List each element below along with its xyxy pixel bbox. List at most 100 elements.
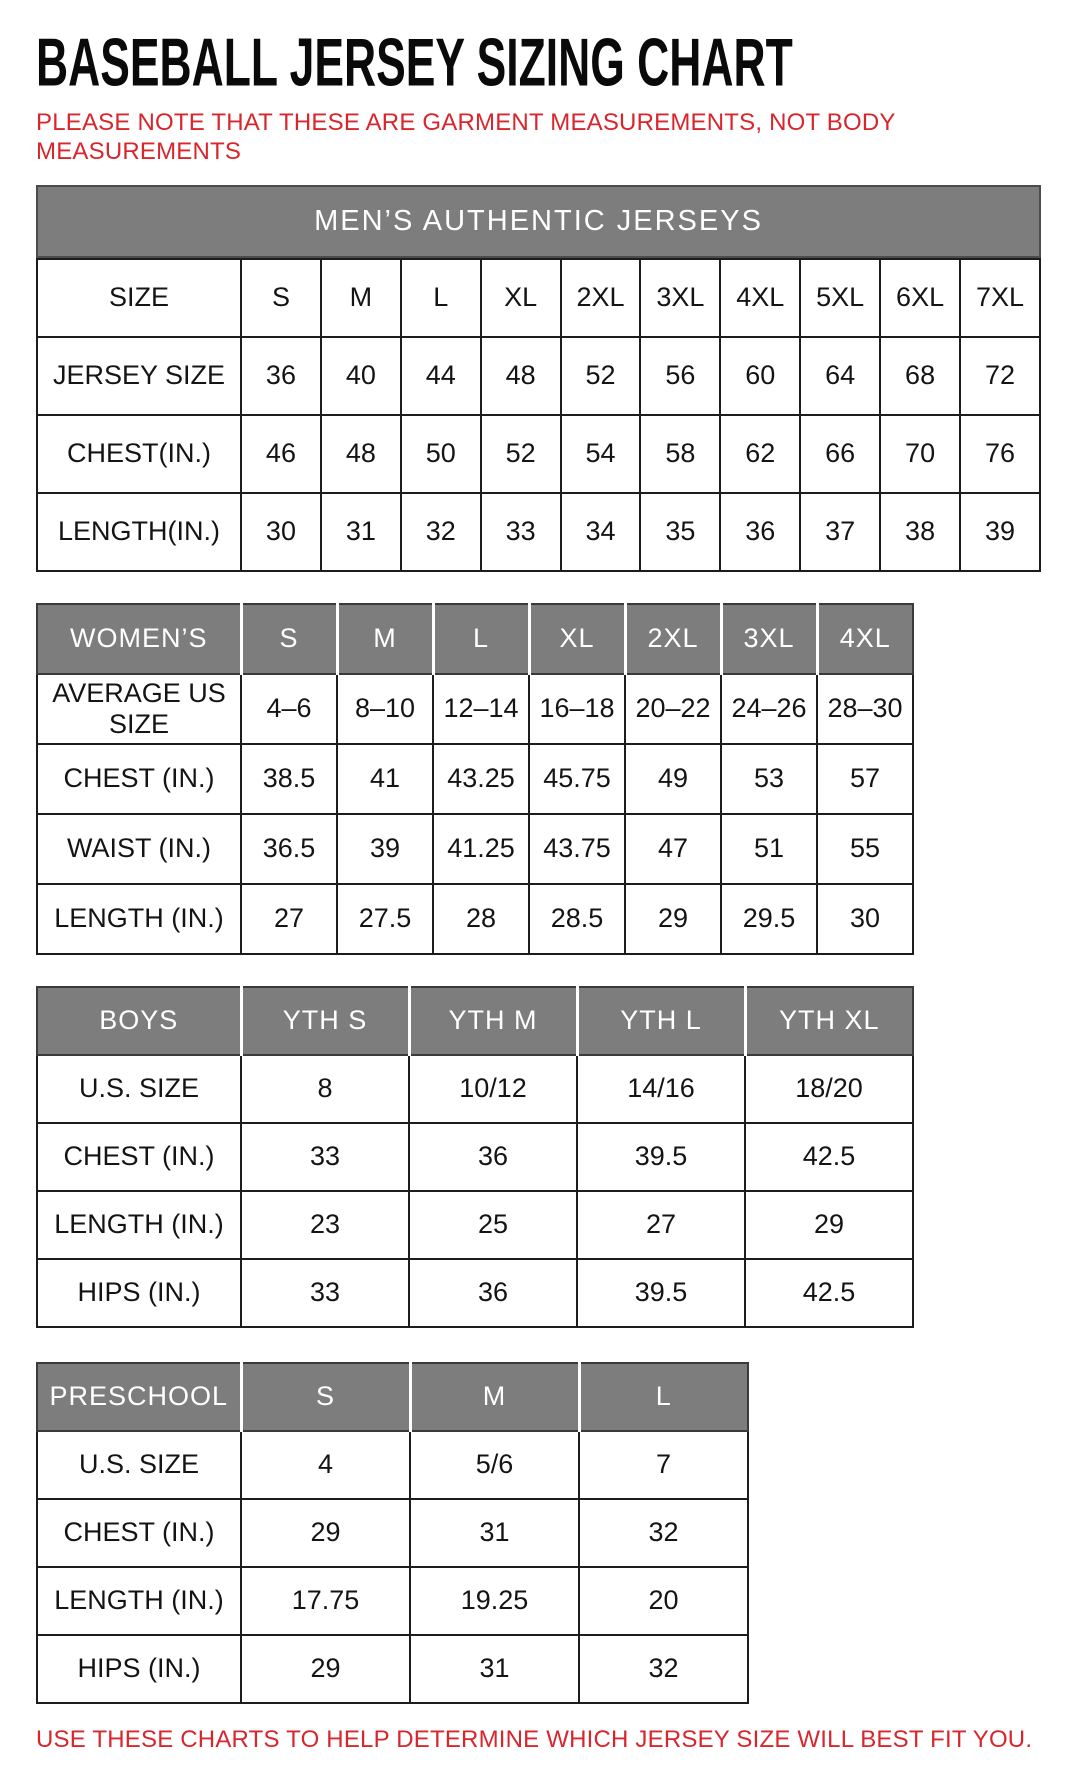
column-header: 2XL <box>559 257 642 338</box>
table-cell: 27.5 <box>336 882 434 955</box>
table-row: CHEST(IN.) 46 48 50 52 54 58 62 66 70 76 <box>36 413 1041 494</box>
column-header: YTH S <box>239 985 411 1056</box>
table-cell: 36 <box>240 335 322 416</box>
table-cell: 33 <box>479 491 562 572</box>
table-cell: 12–14 <box>432 672 530 745</box>
row-label: HIPS (IN.) <box>36 1257 242 1328</box>
table-cell: 30 <box>240 491 322 572</box>
table-cell: 27 <box>240 882 338 955</box>
row-label: HIPS (IN.) <box>36 1633 242 1704</box>
footer-note: USE THESE CHARTS TO HELP DETERMINE WHICH… <box>36 1725 1033 1753</box>
column-header: 4XL <box>719 257 802 338</box>
table-title-cell: PRESCHOOL <box>36 1361 243 1432</box>
table-cell: 29 <box>624 882 722 955</box>
table-title-cell: SIZE <box>36 257 242 338</box>
table-cell: 42.5 <box>744 1121 914 1192</box>
table-cell: 36.5 <box>240 812 338 885</box>
page-title: BASEBALL JERSEY SIZING CHART <box>36 25 793 101</box>
row-label: LENGTH (IN.) <box>36 1565 242 1636</box>
table-cell: 37 <box>799 491 882 572</box>
table-cell: 68 <box>879 335 962 416</box>
row-label: CHEST(IN.) <box>36 413 242 494</box>
table-cell: 55 <box>816 812 914 885</box>
table-cell: 49 <box>624 742 722 815</box>
table-cell: 56 <box>639 335 722 416</box>
table-cell: 10/12 <box>408 1053 578 1124</box>
table-cell: 4–6 <box>240 672 338 745</box>
table-header-row: WOMEN’S S M L XL 2XL 3XL 4XL <box>36 602 914 675</box>
table-cell: 44 <box>399 335 482 416</box>
table-cell: 32 <box>578 1497 749 1568</box>
row-label: WAIST (IN.) <box>36 812 242 885</box>
table-cell: 8 <box>240 1053 410 1124</box>
table-cell: 24–26 <box>720 672 818 745</box>
table-cell: 36 <box>408 1121 578 1192</box>
table-cell: 62 <box>719 413 802 494</box>
table-cell: 19.25 <box>409 1565 580 1636</box>
column-header: 7XL <box>959 257 1041 338</box>
table-cell: 54 <box>559 413 642 494</box>
table-cell: 39 <box>336 812 434 885</box>
table-row: LENGTH (IN.) 27 27.5 28 28.5 29 29.5 30 <box>36 882 914 955</box>
table-cell: 76 <box>959 413 1041 494</box>
table-cell: 48 <box>319 413 402 494</box>
table-cell: 35 <box>639 491 722 572</box>
row-label: U.S. SIZE <box>36 1429 242 1500</box>
table-cell: 33 <box>240 1121 410 1192</box>
row-label: AVERAGE US SIZE <box>36 672 242 745</box>
table-cell: 36 <box>408 1257 578 1328</box>
table-cell: 38.5 <box>240 742 338 815</box>
table-cell: 20 <box>578 1565 749 1636</box>
table-cell: 31 <box>409 1633 580 1704</box>
womens-sizing-table: WOMEN’S S M L XL 2XL 3XL 4XL AVERAGE US SIZE 4–6 8… <box>36 602 914 955</box>
column-header: M <box>408 1361 581 1432</box>
table-cell: 31 <box>319 491 402 572</box>
table-cell: 29 <box>240 1633 411 1704</box>
column-header: M <box>335 602 435 675</box>
table-cell: 39.5 <box>576 1121 746 1192</box>
table-title-cell: BOYS <box>36 985 243 1056</box>
table-cell: 27 <box>576 1189 746 1260</box>
table-cell: 40 <box>319 335 402 416</box>
mens-sizing-table: SIZE S M L XL 2XL 3XL 4XL 5XL 6XL 7XL JERSEY SIZE 36… <box>36 257 1041 572</box>
table-cell: 28 <box>432 882 530 955</box>
table-cell: 23 <box>240 1189 410 1260</box>
table-header-row: BOYS YTH S YTH M YTH L YTH XL <box>36 985 914 1056</box>
table-header-row: SIZE S M L XL 2XL 3XL 4XL 5XL 6XL 7XL <box>36 257 1041 338</box>
table-cell: 58 <box>639 413 722 494</box>
table-cell: 18/20 <box>744 1053 914 1124</box>
table-cell: 72 <box>959 335 1041 416</box>
row-label: LENGTH (IN.) <box>36 882 242 955</box>
table-cell: 64 <box>799 335 882 416</box>
table-cell: 28–30 <box>816 672 914 745</box>
table-cell: 39 <box>959 491 1041 572</box>
table-header-row: PRESCHOOL S M L <box>36 1361 749 1432</box>
table-row: HIPS (IN.) 29 31 32 <box>36 1633 749 1704</box>
column-header: 3XL <box>639 257 722 338</box>
row-label: CHEST (IN.) <box>36 1121 242 1192</box>
table-row: JERSEY SIZE 36 40 44 48 52 56 60 64 68 72 <box>36 335 1041 416</box>
column-header: L <box>399 257 482 338</box>
table-row: CHEST (IN.) 29 31 32 <box>36 1497 749 1568</box>
table-cell: 34 <box>559 491 642 572</box>
table-row: HIPS (IN.) 33 36 39.5 42.5 <box>36 1257 914 1328</box>
table-cell: 38 <box>879 491 962 572</box>
column-header: YTH L <box>575 985 747 1056</box>
table-cell: 60 <box>719 335 802 416</box>
table-row: LENGTH(IN.) 30 31 32 33 34 35 36 37 38 39 <box>36 491 1041 572</box>
table-cell: 45.75 <box>528 742 626 815</box>
table-cell: 36 <box>719 491 802 572</box>
column-header: L <box>431 602 531 675</box>
row-label: LENGTH(IN.) <box>36 491 242 572</box>
table-cell: 66 <box>799 413 882 494</box>
row-label: CHEST (IN.) <box>36 1497 242 1568</box>
table-cell: 32 <box>578 1633 749 1704</box>
column-header: 2XL <box>623 602 723 675</box>
column-header: L <box>577 1361 749 1432</box>
row-label: U.S. SIZE <box>36 1053 242 1124</box>
table-row: AVERAGE US SIZE 4–6 8–10 12–14 16–18 20–22 24–… <box>36 672 914 745</box>
column-header: S <box>240 257 322 338</box>
column-header: M <box>319 257 402 338</box>
table-cell: 30 <box>816 882 914 955</box>
mens-banner-label: MEN’S AUTHENTIC JERSEYS <box>314 204 763 237</box>
